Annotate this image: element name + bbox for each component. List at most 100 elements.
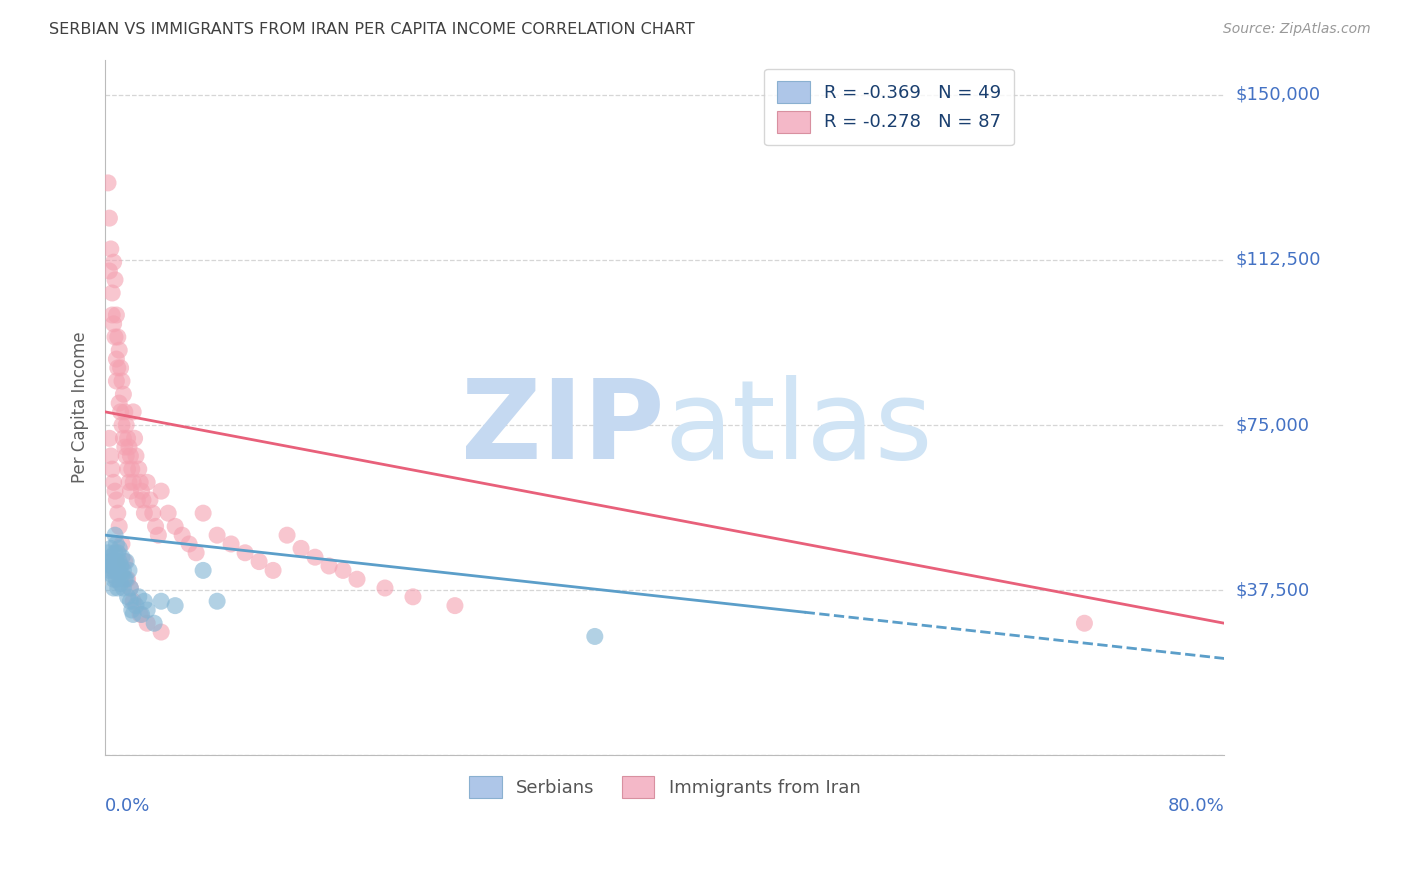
Point xyxy=(134,594,156,608)
Point xyxy=(103,581,125,595)
Text: Source: ZipAtlas.com: Source: ZipAtlas.com xyxy=(1223,22,1371,37)
Point xyxy=(114,440,136,454)
Point xyxy=(110,405,132,419)
Point xyxy=(103,572,125,586)
Text: SERBIAN VS IMMIGRANTS FROM IRAN PER CAPITA INCOME CORRELATION CHART: SERBIAN VS IMMIGRANTS FROM IRAN PER CAPI… xyxy=(49,22,695,37)
Point xyxy=(304,550,326,565)
Point xyxy=(103,475,125,490)
Point xyxy=(122,405,145,419)
Point xyxy=(117,590,139,604)
Point xyxy=(125,599,148,613)
Point xyxy=(101,462,124,476)
Point xyxy=(128,590,150,604)
Point xyxy=(107,581,129,595)
Point xyxy=(98,211,121,226)
Point xyxy=(346,572,368,586)
Point xyxy=(111,418,134,433)
Point xyxy=(108,343,131,358)
Point xyxy=(104,484,127,499)
Point xyxy=(118,563,141,577)
Point xyxy=(107,546,129,560)
Point xyxy=(100,541,122,556)
Point xyxy=(112,563,135,577)
Point xyxy=(134,506,156,520)
Point xyxy=(402,590,425,604)
Point xyxy=(172,528,194,542)
Point xyxy=(111,374,134,388)
Point xyxy=(145,519,167,533)
Point xyxy=(104,546,127,560)
Point xyxy=(121,603,143,617)
Point xyxy=(110,576,132,591)
Point xyxy=(143,616,166,631)
Text: $112,500: $112,500 xyxy=(1236,251,1322,269)
Point xyxy=(131,484,153,499)
Point xyxy=(101,567,124,582)
Point xyxy=(114,555,136,569)
Point xyxy=(120,581,142,595)
Point xyxy=(125,449,148,463)
Point xyxy=(118,440,141,454)
Point xyxy=(115,449,138,463)
Point xyxy=(583,630,606,644)
Point xyxy=(191,506,214,520)
Point xyxy=(108,555,131,569)
Point xyxy=(104,528,127,542)
Point xyxy=(118,475,141,490)
Point xyxy=(100,242,122,256)
Point xyxy=(165,519,187,533)
Point xyxy=(107,563,129,577)
Point xyxy=(114,405,136,419)
Point xyxy=(124,431,146,445)
Point xyxy=(262,563,284,577)
Point xyxy=(108,396,131,410)
Text: 80.0%: 80.0% xyxy=(1167,797,1225,815)
Point xyxy=(107,506,129,520)
Point xyxy=(290,541,312,556)
Point xyxy=(101,308,124,322)
Point xyxy=(105,492,128,507)
Point xyxy=(117,462,139,476)
Point xyxy=(111,537,134,551)
Point xyxy=(276,528,298,542)
Point xyxy=(122,607,145,622)
Point xyxy=(157,506,180,520)
Text: atlas: atlas xyxy=(665,375,934,482)
Point xyxy=(132,492,155,507)
Point xyxy=(148,528,170,542)
Point xyxy=(112,431,135,445)
Point xyxy=(104,273,127,287)
Point xyxy=(98,555,121,569)
Point xyxy=(108,567,131,582)
Point xyxy=(128,462,150,476)
Point xyxy=(136,616,159,631)
Text: ZIP: ZIP xyxy=(461,375,665,482)
Point xyxy=(115,555,138,569)
Point xyxy=(121,462,143,476)
Point xyxy=(111,550,134,565)
Point xyxy=(105,374,128,388)
Point xyxy=(122,475,145,490)
Point xyxy=(105,352,128,367)
Point xyxy=(100,449,122,463)
Point xyxy=(100,559,122,574)
Point xyxy=(120,581,142,595)
Point xyxy=(139,492,162,507)
Point xyxy=(191,563,214,577)
Point xyxy=(97,546,120,560)
Point xyxy=(111,567,134,582)
Point xyxy=(205,594,228,608)
Point xyxy=(131,607,153,622)
Point xyxy=(186,546,208,560)
Point xyxy=(98,431,121,445)
Point xyxy=(105,572,128,586)
Point xyxy=(219,537,242,551)
Point xyxy=(103,563,125,577)
Point xyxy=(101,555,124,569)
Point xyxy=(108,519,131,533)
Point xyxy=(150,484,173,499)
Text: $37,500: $37,500 xyxy=(1236,582,1310,599)
Point xyxy=(129,475,152,490)
Y-axis label: Per Capita Income: Per Capita Income xyxy=(72,332,89,483)
Point xyxy=(117,572,139,586)
